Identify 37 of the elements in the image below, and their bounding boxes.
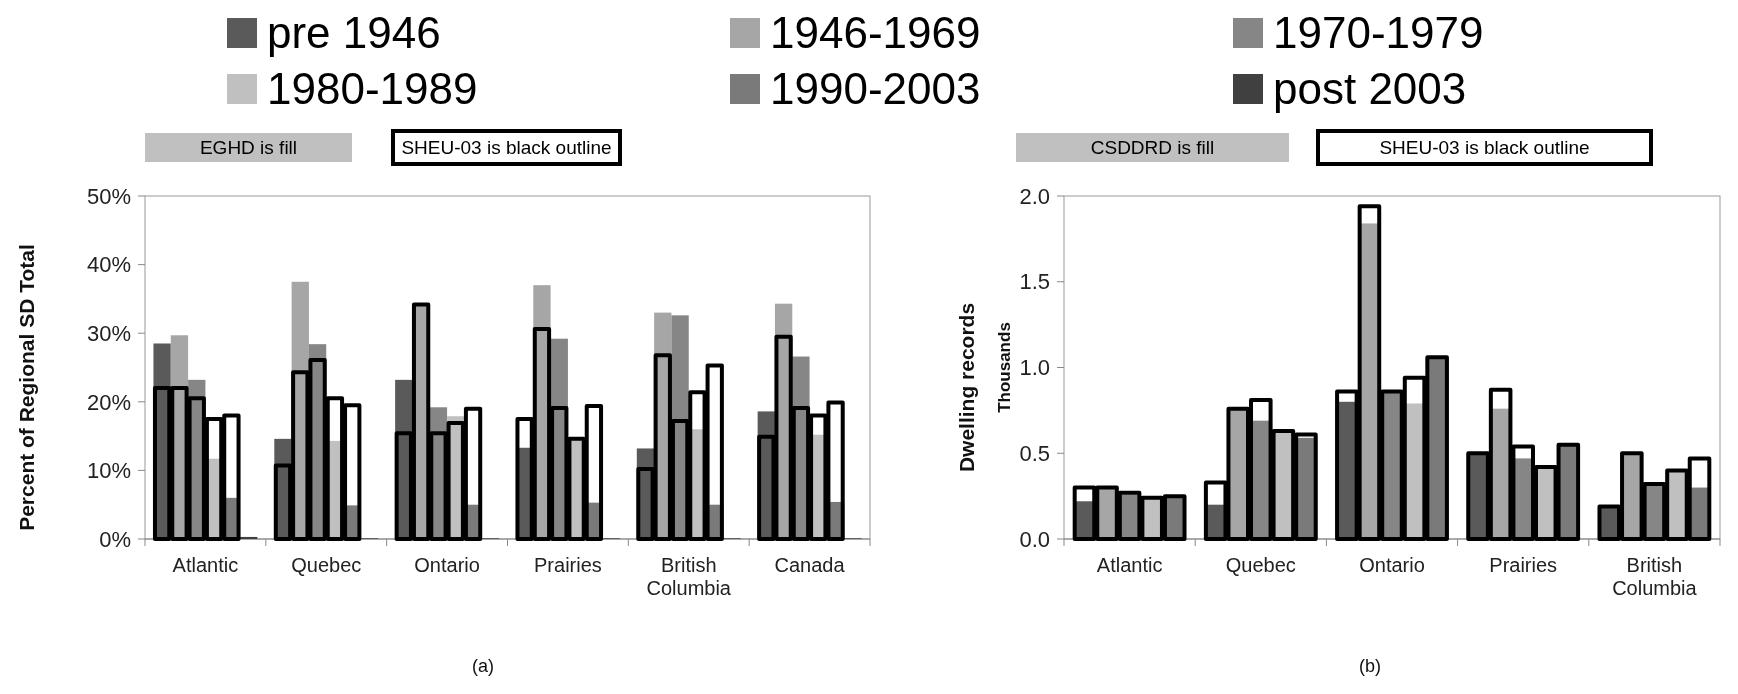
y-tick-label: 1.5 <box>1019 269 1050 295</box>
y-tick-label: 50% <box>86 183 131 209</box>
x-tick-label: Ontario <box>1359 554 1425 576</box>
text: CSDDRD is fill <box>1090 137 1215 159</box>
legend-label: pre 1946 <box>267 8 441 58</box>
y-tick-label: 40% <box>86 252 131 278</box>
x-tick-label: British Columbia <box>1612 554 1698 599</box>
legend-label: 1990-2003 <box>770 64 981 114</box>
text: Thousands <box>995 322 1014 413</box>
y-tick-label: 0.5 <box>1019 440 1050 466</box>
y-tick-label: 0.0 <box>1019 526 1050 552</box>
x-tick-label: Prairies <box>1489 554 1558 576</box>
legend-label: 1970-1979 <box>1273 8 1484 58</box>
legend-label: 1980-1989 <box>267 64 478 114</box>
text: (a) <box>472 656 494 676</box>
x-tick-label: Canada <box>774 554 846 576</box>
x-tick-label: Quebec <box>1225 554 1296 576</box>
y-tick-label: 10% <box>86 458 131 484</box>
y-tick-label: 0% <box>99 526 131 552</box>
x-tick-label: Atlantic <box>172 554 239 576</box>
legend-label: post 2003 <box>1273 64 1467 114</box>
y-tick-label: 20% <box>86 389 131 415</box>
y-tick-label: 1.0 <box>1019 355 1050 381</box>
y-tick-label: 30% <box>86 320 131 346</box>
x-tick-label: British Columbia <box>646 554 732 599</box>
y-axis-title: Dwelling records <box>955 302 978 473</box>
text: SHEU-03 is black outline <box>1379 137 1590 159</box>
y-axis-title: Percent of Regional SD Total <box>15 244 38 531</box>
text: (b) <box>1359 656 1381 676</box>
x-tick-label: Ontario <box>414 554 480 576</box>
text: SHEU-03 is black outline <box>401 137 612 159</box>
y-tick-label: 2.0 <box>1019 183 1050 209</box>
text: EGHD is fill <box>199 137 298 159</box>
x-tick-label: Prairies <box>534 554 602 576</box>
x-tick-label: Atlantic <box>1096 554 1163 576</box>
legend-label: 1946-1969 <box>770 8 981 58</box>
x-tick-label: Quebec <box>291 554 362 576</box>
